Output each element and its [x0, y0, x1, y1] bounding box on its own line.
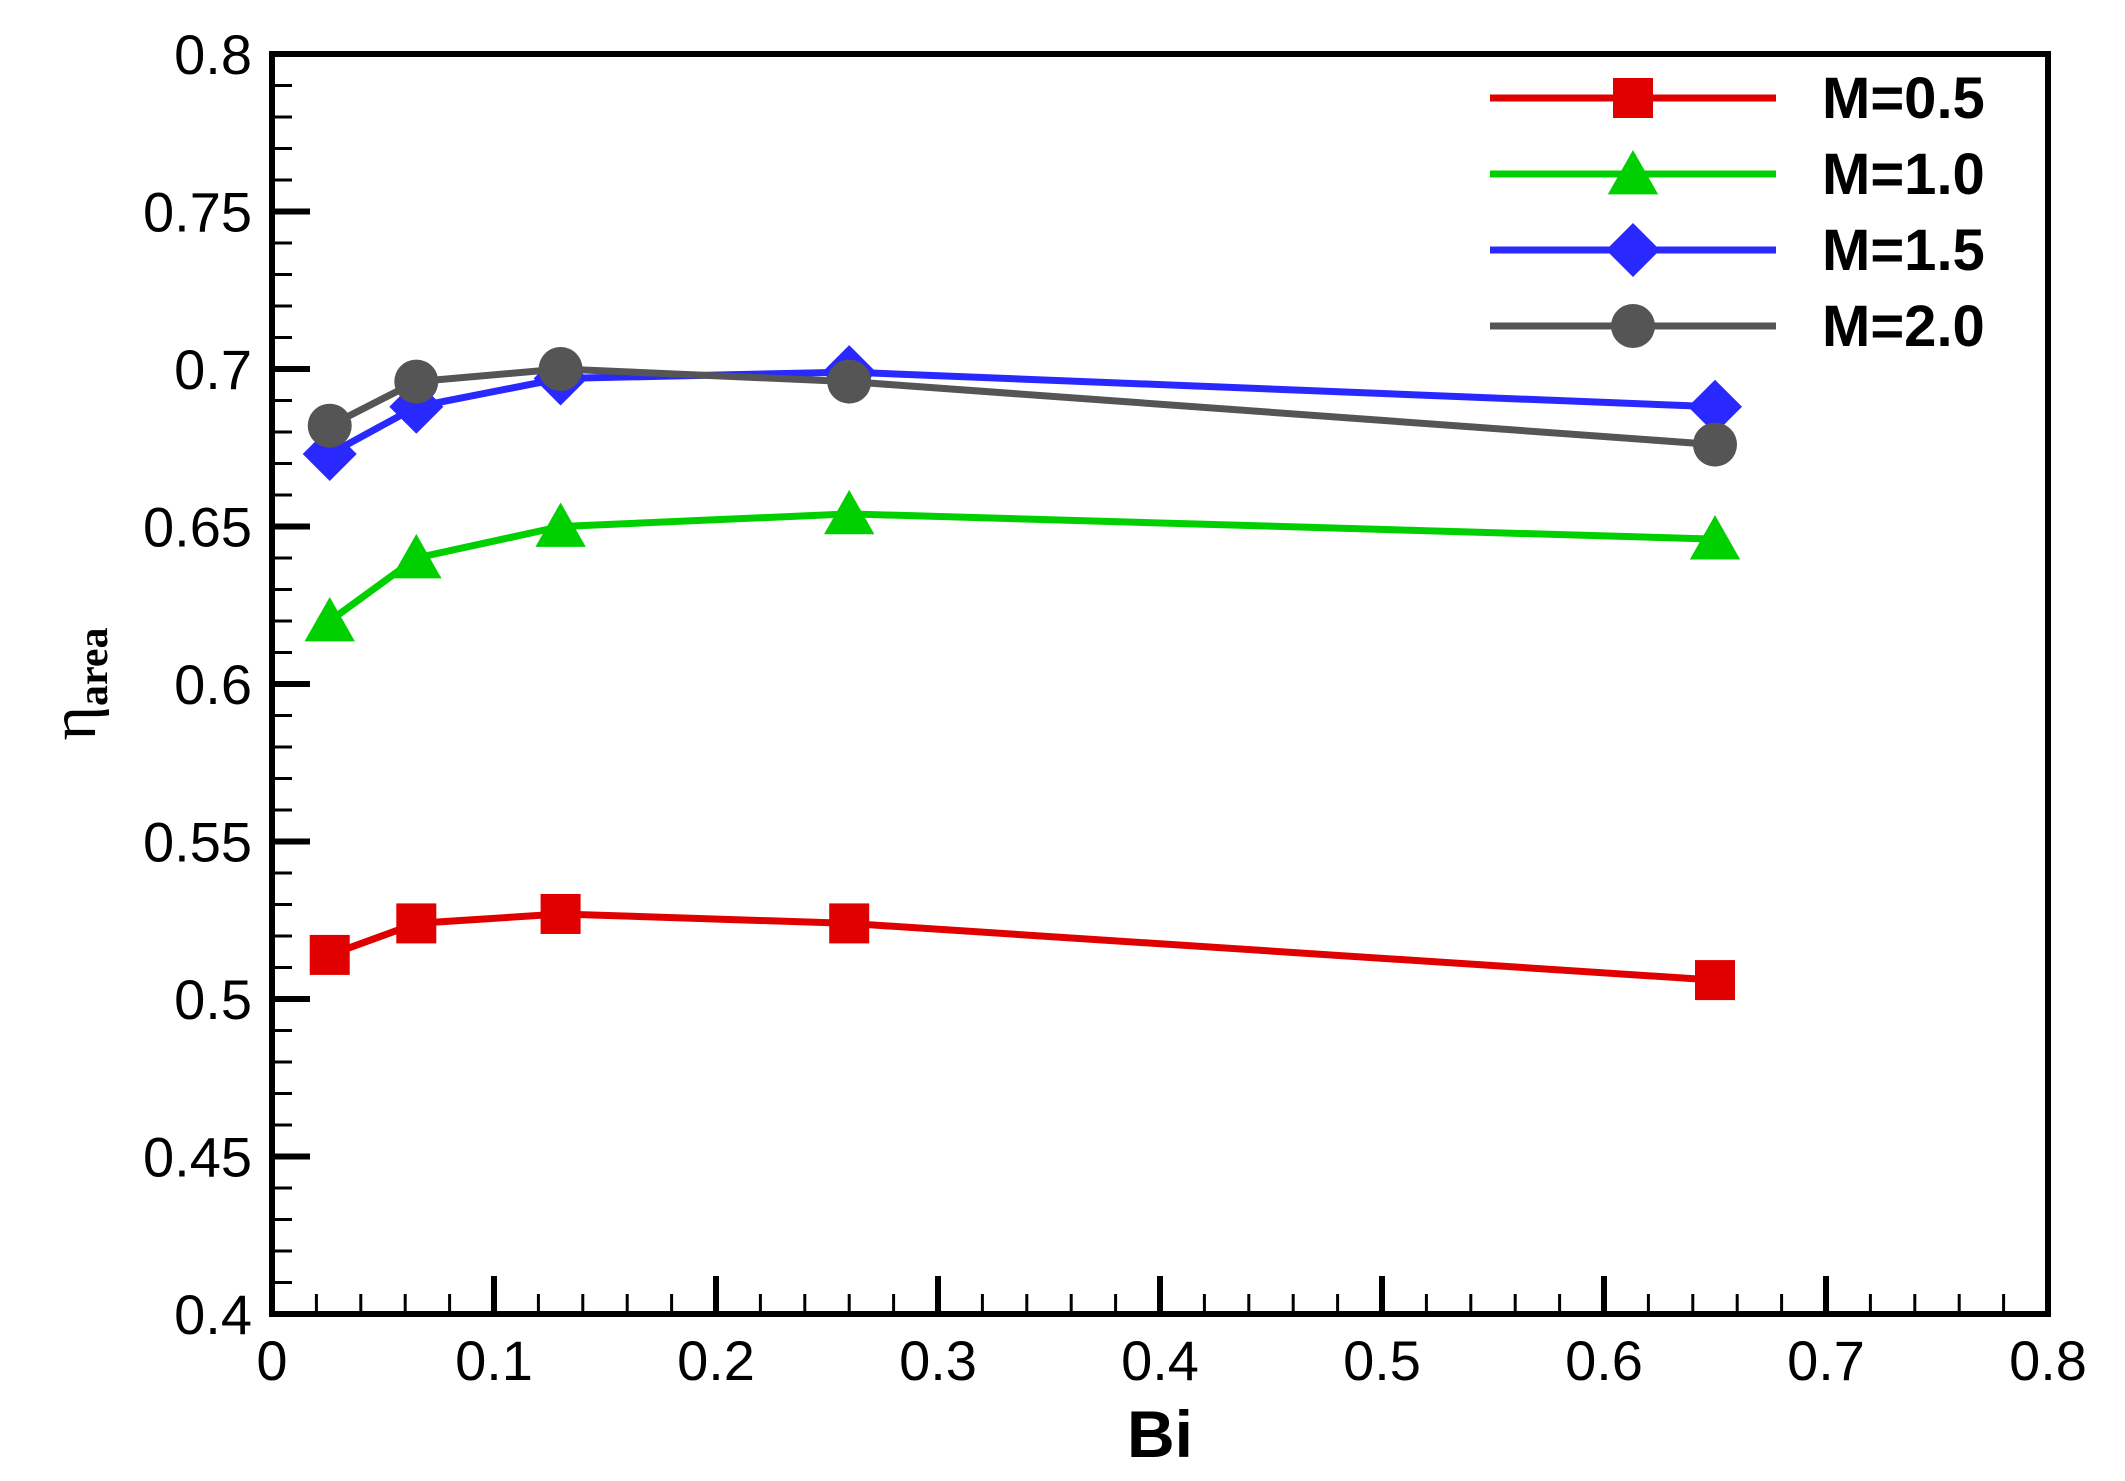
x-tick-label: 0.7 [1787, 1329, 1865, 1392]
y-tick-label: 0.8 [174, 23, 252, 86]
data-point-circle [827, 359, 872, 404]
data-point-triangle [304, 597, 355, 642]
x-tick-labels: 0 0.1 0.2 0.3 0.4 0.5 0.6 0.7 0.8 [256, 1329, 2087, 1392]
y-tick-label: 0.75 [143, 181, 252, 244]
data-point-square [829, 903, 870, 944]
series-1 [309, 893, 1735, 1001]
legend-label: M=0.5 [1822, 66, 1985, 131]
x-tick-label: 0 [256, 1329, 287, 1392]
data-point-triangle [1689, 515, 1741, 560]
series-3 [302, 345, 1742, 482]
data-point-square [540, 893, 581, 934]
y-tick-label: 0.6 [174, 653, 252, 716]
x-tick-label: 0.2 [677, 1329, 755, 1392]
legend-item: M=2.0 [1490, 294, 1985, 359]
y-tick-label: 0.65 [143, 496, 252, 559]
plot-area-frame [269, 51, 2051, 1317]
data-point-circle [307, 403, 352, 448]
legend-label: M=1.0 [1822, 142, 1985, 207]
data-point-circle [1693, 422, 1737, 467]
data-point-circle [394, 359, 439, 404]
data-point-circle [538, 347, 583, 391]
y-tick-label: 0.4 [174, 1283, 252, 1346]
y-axis-symbol: η [37, 706, 110, 741]
minor-ticks [272, 84, 2006, 1314]
data-point-triangle [824, 489, 875, 535]
data-point-square [396, 903, 437, 944]
legend-item: M=1.0 [1490, 142, 1985, 207]
x-tick-label: 0.4 [1121, 1329, 1199, 1392]
data-point-triangle [391, 534, 442, 579]
x-tick-label: 0.6 [1565, 1329, 1643, 1392]
legend-item: M=0.5 [1490, 66, 1985, 131]
legend: M=0.5 M=1.0 M=1.5 M=2.0 [1490, 66, 1985, 359]
y-axis-subscript: area [71, 627, 117, 706]
legend-swatch-marker [1606, 223, 1660, 277]
x-axis-title: Bi [1127, 1397, 1193, 1471]
data-point-diamond [1688, 379, 1742, 434]
legend-swatch-marker [1611, 304, 1655, 348]
x-tick-label: 0.3 [899, 1329, 977, 1392]
series-2 [304, 489, 1741, 642]
y-tick-label: 0.7 [174, 338, 252, 401]
data-point-square [1695, 960, 1735, 1001]
x-tick-label: 0.5 [1343, 1329, 1421, 1392]
legend-swatch-marker [1607, 150, 1659, 195]
x-tick-label: 0.8 [2009, 1329, 2087, 1392]
legend-swatch-marker [1613, 78, 1653, 118]
series-line [328, 368, 1716, 458]
legend-item: M=1.5 [1490, 218, 1985, 283]
major-ticks [269, 51, 2051, 1317]
y-axis-title: ηarea [37, 627, 117, 740]
y-tick-label: 0.55 [143, 811, 252, 874]
data-point-square [309, 934, 350, 975]
legend-label: M=1.5 [1822, 218, 1985, 283]
legend-label: M=2.0 [1822, 294, 1985, 359]
series-line [328, 910, 1716, 984]
y-tick-labels: 0.4 0.45 0.5 0.55 0.6 0.65 0.7 0.75 0.8 [143, 23, 252, 1346]
series-layer [302, 345, 1742, 1001]
series-line [327, 510, 1716, 624]
y-tick-label: 0.45 [143, 1126, 252, 1189]
x-tick-label: 0.1 [455, 1329, 533, 1392]
y-tick-label: 0.5 [174, 968, 252, 1031]
data-point-triangle [535, 502, 586, 547]
series-4 [307, 347, 1737, 467]
